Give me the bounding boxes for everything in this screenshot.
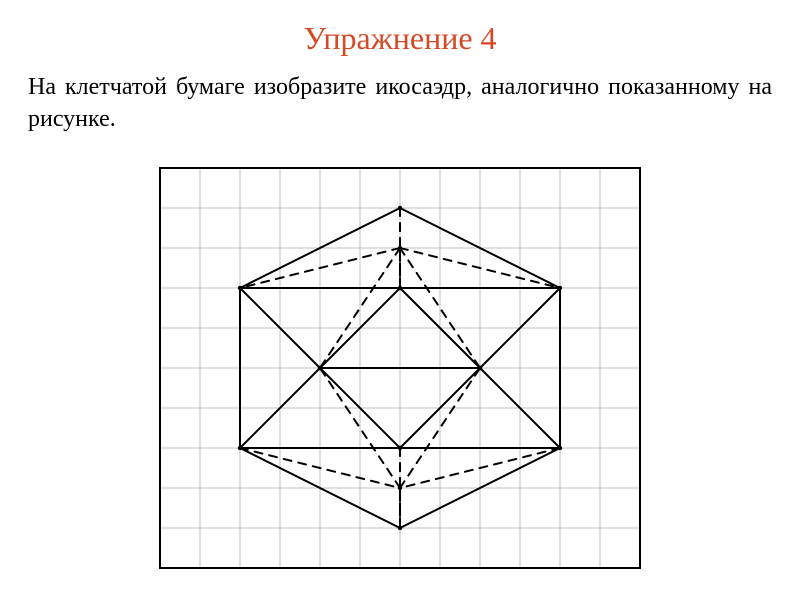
instruction-text: На клетчатой бумаге изобразите икосаэдр,… [28,71,772,136]
figure-container [0,148,800,588]
page-title: Упражнение 4 [0,20,800,57]
icosahedron-diagram [140,148,660,588]
